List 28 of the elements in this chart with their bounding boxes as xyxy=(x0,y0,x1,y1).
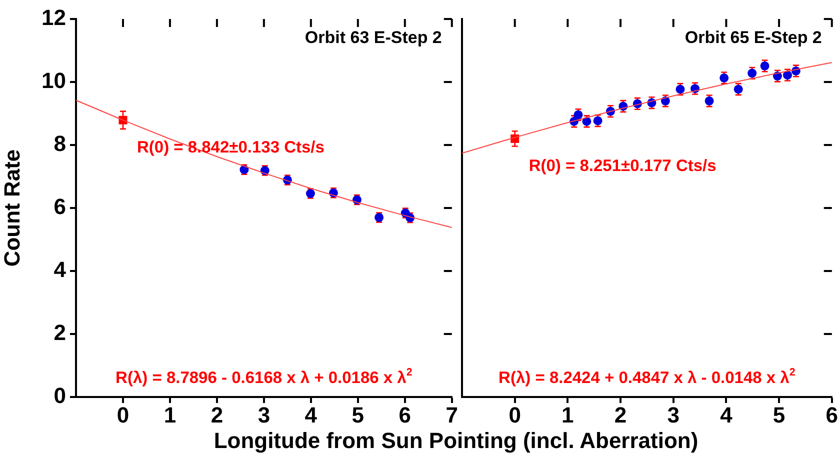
x-tick-label: 4 xyxy=(720,402,734,428)
x-tick-label: 5 xyxy=(352,402,364,428)
x-tick-label: 6 xyxy=(398,402,412,428)
x-tick-label: 4 xyxy=(304,402,318,428)
y-axis-title: Count Rate xyxy=(0,149,24,267)
y-tick-label: 8 xyxy=(54,131,66,156)
x-tick-label: 1 xyxy=(562,402,574,428)
x-tick-label: 7 xyxy=(446,402,458,428)
x-axis-title: Longitude from Sun Pointing (incl. Aberration) xyxy=(212,428,700,454)
annotation: R(0) = 8.842±0.133 Cts/s xyxy=(136,138,324,156)
x-tick-label: 5 xyxy=(772,402,786,428)
x-tick-label: 1 xyxy=(164,402,176,428)
text: Orbit 65 E-Step 2 xyxy=(684,28,822,47)
y-tick-label: 2 xyxy=(54,320,66,346)
x-tick-label: 6 xyxy=(826,402,838,428)
x-tick-label: 0 xyxy=(116,402,130,428)
y-tick-label: 0 xyxy=(54,383,66,408)
x-tick-label: 0 xyxy=(508,402,521,428)
y-tick-label: 4 xyxy=(54,257,67,282)
x-tick-label: 3 xyxy=(258,402,270,428)
text: Orbit 63 E-Step 2 xyxy=(304,28,442,47)
x-tick-label: 2 xyxy=(210,402,224,428)
x-tick-label: 2 xyxy=(614,402,627,428)
y-tick-label: 12 xyxy=(42,5,66,30)
y-tick-label: 6 xyxy=(54,194,66,220)
y-tick-label: 10 xyxy=(42,68,66,94)
x-tick-label: 3 xyxy=(667,402,680,428)
annotation: R(0) = 8.251±0.177 Cts/s xyxy=(528,157,716,176)
